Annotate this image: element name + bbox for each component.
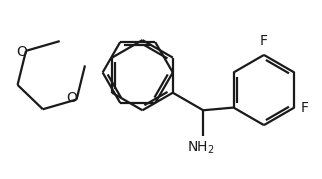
Text: O: O	[66, 91, 77, 105]
Text: NH$_2$: NH$_2$	[187, 140, 215, 156]
Text: O: O	[16, 45, 27, 59]
Text: F: F	[301, 101, 309, 115]
Text: F: F	[260, 34, 268, 48]
